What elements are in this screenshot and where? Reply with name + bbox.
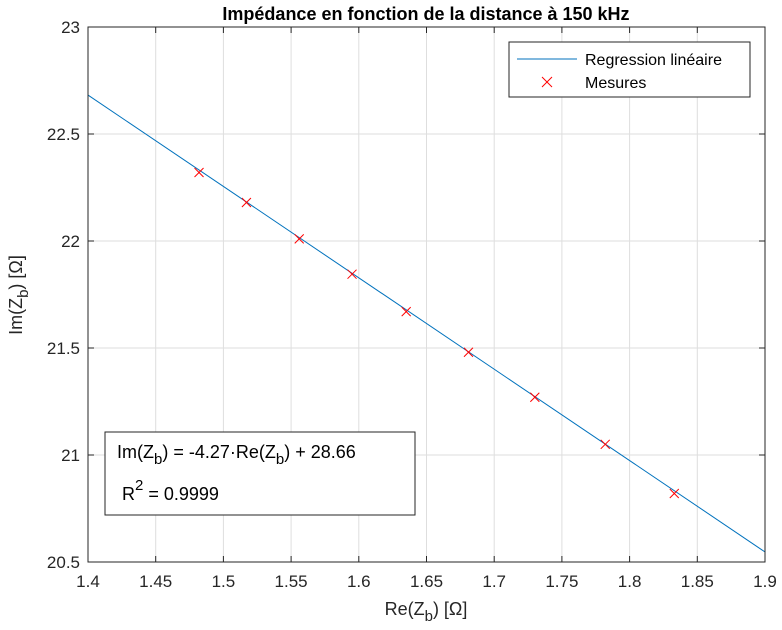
measurement-point (401, 306, 412, 317)
x-tick-label: 1.85 (681, 572, 714, 591)
y-tick-label: 21 (61, 446, 80, 465)
y-tick-label: 22.5 (47, 125, 80, 144)
x-tick-label: 1.7 (482, 572, 506, 591)
measurement-point (600, 439, 611, 450)
chart-title: Impédance en fonction de la distance à 1… (222, 4, 629, 24)
y-tick-label: 20.5 (47, 553, 80, 572)
x-tick-label: 1.75 (545, 572, 578, 591)
legend-label-measures: Mesures (585, 75, 646, 92)
annotation-box (104, 431, 416, 516)
legend-label-regression: Regression linéaire (585, 52, 722, 69)
measurement-point (241, 197, 252, 208)
measurement-point (194, 167, 204, 178)
x-axis-label: Re(Zb) [Ω] (385, 599, 468, 625)
y-tick-label: 22 (61, 232, 80, 251)
r-squared: R2 = 0.9999 (122, 477, 219, 504)
axis-ticks (87, 26, 766, 563)
legend-box (508, 41, 751, 98)
x-tick-labels: 1.4 1.45 1.5 1.55 1.6 1.65 1.7 1.75 1.8 1.85 1.9 (76, 572, 777, 591)
measurement-point (463, 347, 474, 358)
x-tick-label: 1.8 (618, 572, 642, 591)
legend-marker-swatch (541, 76, 553, 88)
measurement-point (669, 488, 680, 499)
measurement-markers (194, 167, 680, 499)
measurement-point (294, 234, 305, 244)
y-tick-labels: 20.5 21 21.5 22 22.5 23 (47, 18, 80, 572)
y-tick-label: 21.5 (47, 339, 80, 358)
measurement-point (529, 392, 540, 403)
y-axis-label: Im(Zb) [Ω] (6, 255, 32, 335)
x-tick-label: 1.6 (347, 572, 371, 591)
x-tick-label: 1.5 (212, 572, 236, 591)
x-tick-label: 1.65 (410, 572, 443, 591)
equation-annotation: Im(Zb) = -4.27·Re(Zb) + 28.66 R2 = 0.999… (104, 431, 416, 516)
regression-equation: Im(Zb) = -4.27·Re(Zb) + 28.66 (117, 442, 356, 468)
x-tick-label: 1.55 (275, 572, 308, 591)
x-tick-label: 1.9 (753, 572, 777, 591)
measurement-point (347, 269, 357, 280)
x-tick-label: 1.4 (76, 572, 100, 591)
x-tick-label: 1.45 (139, 572, 172, 591)
legend: Regression linéaire Mesures (508, 41, 751, 98)
y-tick-label: 23 (61, 18, 80, 37)
